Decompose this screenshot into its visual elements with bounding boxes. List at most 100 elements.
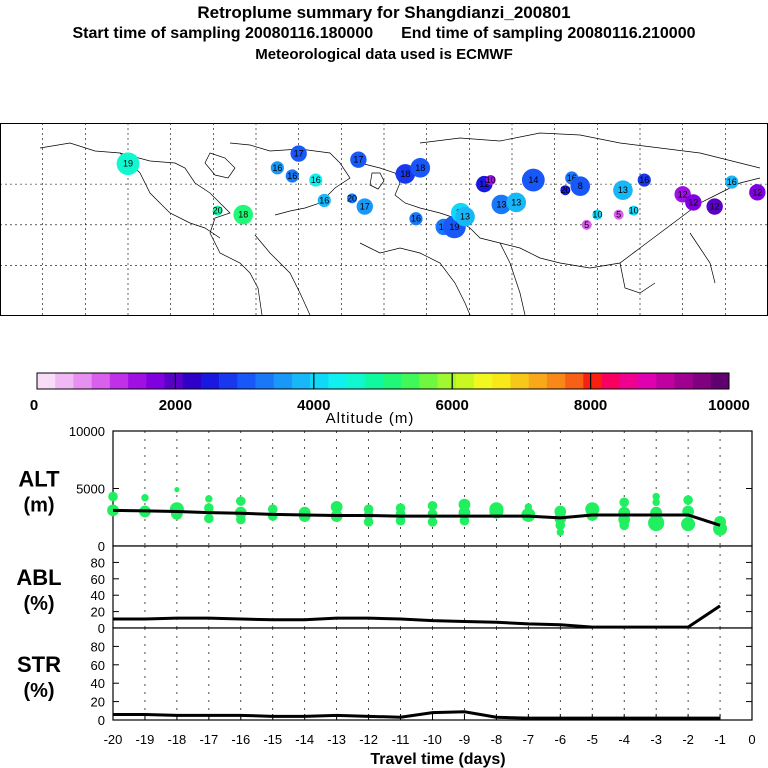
plume-marker [749,184,766,201]
map-altitude-labels: 1916161616201720181818161719131312101313… [116,145,766,239]
data-point [652,492,660,501]
colorbar-cell [510,373,529,389]
plume-marker [570,176,591,196]
plume-day-label: 16 [287,171,297,181]
x-tick-label: -8 [491,732,503,747]
str-panel: 80 60 40 20 0 STR (%) [17,627,753,728]
page-title: Retroplume summary for Shangdianzi_20080… [197,3,571,22]
plume-marker [506,192,527,213]
x-axis-label: Travel time (days) [370,751,505,768]
panel-ylabel: ABL [16,565,61,590]
plume-day-label: 17 [294,149,304,159]
colorbar-cell [91,373,111,389]
plume-marker [285,169,299,183]
x-tick-label: -19 [136,732,155,747]
colorbar-cell [692,373,712,389]
colorbar-cell [528,373,548,389]
series-line [113,604,721,629]
colorbar-tick-label: 4000 [297,397,330,414]
colorbar-cell [437,373,457,389]
colorbar-cell [73,373,92,389]
y-tick-label: 10000 [69,424,105,439]
plume-day-label: 10 [629,206,639,216]
x-tick-label: -10 [423,732,442,747]
plume-day-label: 18 [238,210,248,220]
plume-day-label: 12 [688,197,698,207]
x-tick-label: -6 [555,732,567,747]
data-point [619,497,629,508]
colorbar-cell [364,373,384,389]
plume-marker [455,206,475,227]
plume-day-label: 18 [415,163,425,173]
plume-marker [409,212,423,226]
plume-marker [116,152,140,176]
y-tick-label: 80 [91,555,105,570]
colorbar-cell [583,373,602,389]
plume-day-label: 17 [353,155,363,165]
plume-marker [581,219,592,230]
met-data-label: Meteorological data used is ECMWF [255,46,513,63]
colorbar-cell [474,373,493,389]
plume-day-label: 16 [311,175,321,185]
colorbar-cell [637,373,657,389]
y-tick-label: 20 [91,605,105,620]
x-tick-label: -15 [263,732,282,747]
colorbar-cells [36,372,730,390]
plume-marker [410,158,431,178]
panel-ylabel: STR [17,652,61,677]
x-tick-label: -16 [231,732,250,747]
plume-marker [521,168,545,192]
plume-day-label: 20 [347,193,357,203]
y-tick-label: 0 [98,539,105,554]
colorbar-cell [146,373,165,389]
data-point [141,494,149,502]
colorbar-cell [601,373,621,389]
x-tick-label: -12 [359,732,378,747]
plume-marker [270,161,284,175]
colorbar-tick-label: 0 [30,397,38,414]
plume-day-label: 12 [752,187,762,197]
plume-day-label: 5 [616,210,621,220]
end-time-label: End time of sampling 20080116.210000 [401,25,696,42]
plume-day-label: 17 [360,202,370,212]
plume-day-label: 16 [411,214,421,224]
plume-day-label: 10 [592,210,602,220]
colorbar-cell [128,373,147,389]
colorbar-cell [710,373,730,389]
x-tick-label: -9 [459,732,471,747]
x-tick-label: -3 [650,732,662,747]
colorbar-tick-label: 8000 [574,397,607,414]
colorbar-cell [237,373,256,389]
y-tick-label: 40 [91,676,105,691]
data-point [395,515,406,526]
data-point [236,496,246,506]
colorbar-cell [37,373,56,389]
plume-marker [706,198,723,215]
data-point [683,495,693,505]
colorbar-cell [328,373,347,389]
alt-panel: 10000 5000 0 ALT (m) [18,424,753,554]
panel-ylabel: ALT [18,467,60,492]
colorbar-cell [346,373,366,389]
plume-day-label: 12 [479,179,489,189]
plume-marker [491,194,512,215]
x-tick-label: -11 [392,732,410,747]
colorbar-cell [455,373,475,389]
plume-marker [592,209,603,220]
x-tick-label: -7 [523,732,535,747]
plume-marker [317,193,331,208]
data-point [681,517,696,532]
panel-ylabel-unit: (%) [23,680,54,702]
colorbar-tick-label: 2000 [159,397,192,414]
data-point [204,513,214,524]
data-point [556,528,564,536]
data-point [174,487,180,493]
data-point [330,501,343,513]
start-time-label: Start time of sampling 20080116.180000 [72,25,374,42]
plume-day-label: 20 [213,206,223,216]
colorbar-cell [164,373,183,389]
x-tick-label: -18 [168,732,187,747]
plume-marker [309,173,323,187]
